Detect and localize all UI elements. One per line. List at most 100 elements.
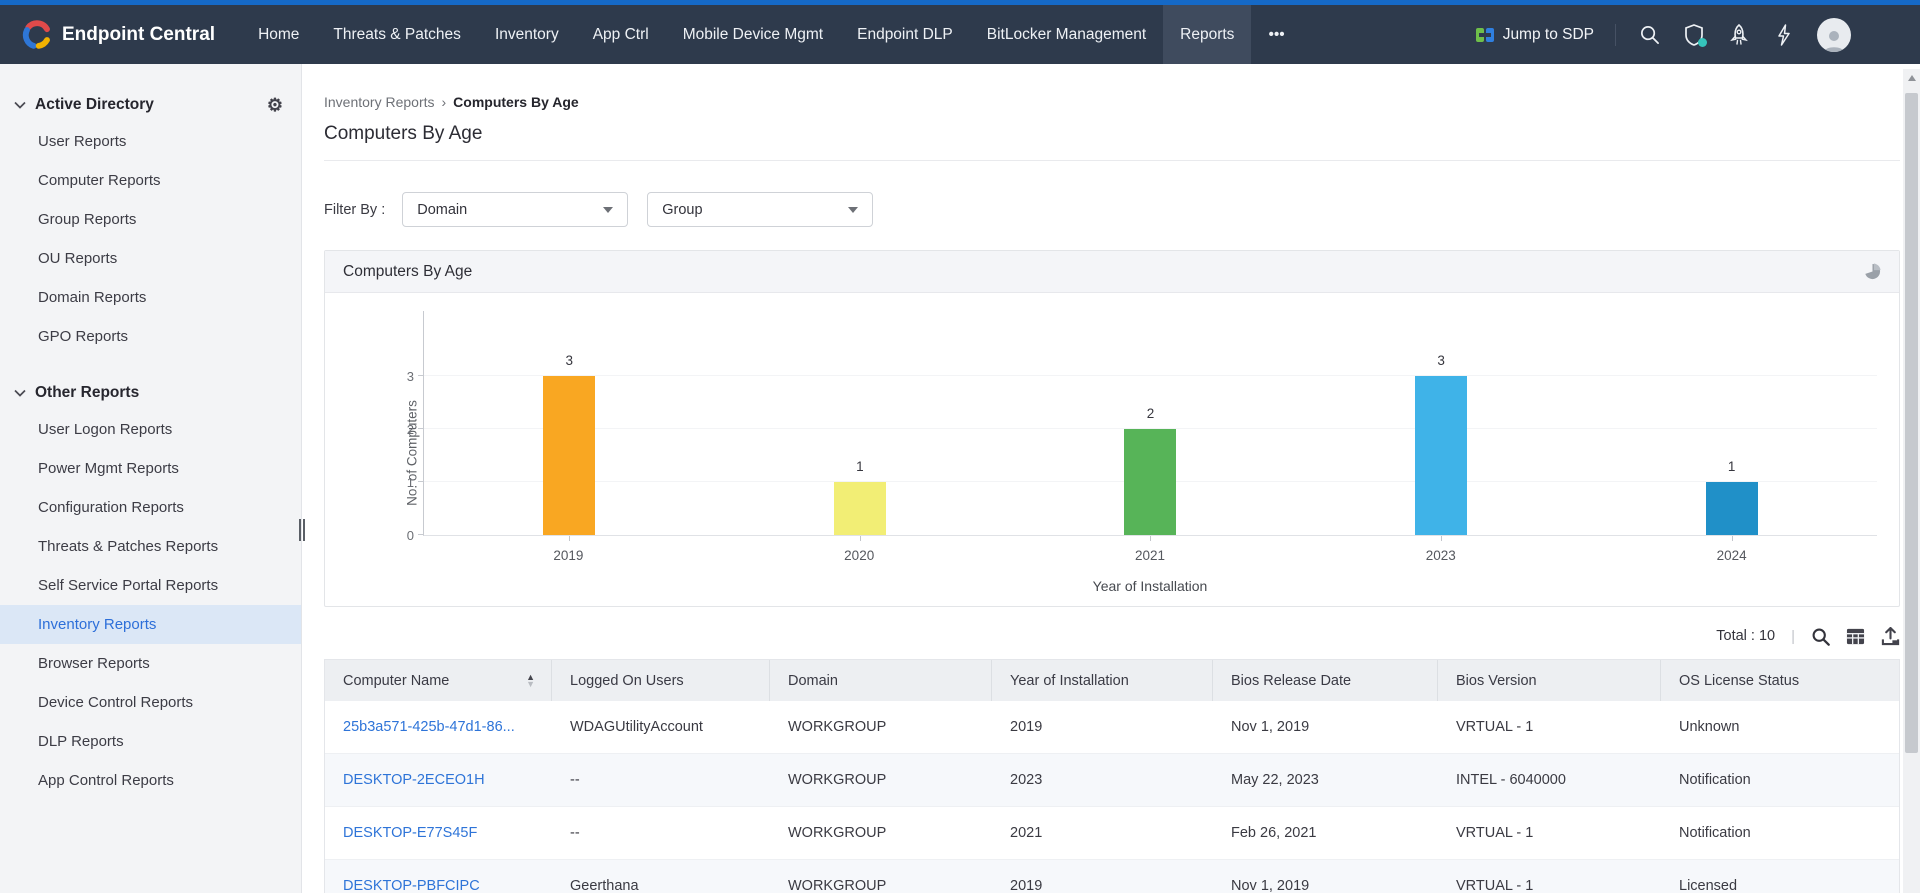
bar-slot-2019: 3 [424,311,715,541]
gridline-3 [424,375,1877,376]
group-filter-dropdown[interactable]: Group [647,192,874,227]
flash-icon[interactable] [1772,23,1796,47]
domain-filter-value: Domain [417,201,468,218]
bar-value-2024: 1 [1727,459,1736,474]
nav-item-threats-patches[interactable]: Threats & Patches [333,25,461,43]
column-header-os-license-status[interactable]: OS License Status [1661,660,1899,701]
sidebar-item-browser-reports[interactable]: Browser Reports [38,655,150,672]
computer-name-link[interactable]: 25b3a571-425b-47d1-86... [343,719,515,735]
column-header-label: Year of Installation [1010,672,1129,689]
table-row: 25b3a571-425b-47d1-86... WDAGUtilityAccou… [325,701,1899,754]
table-cell: WORKGROUP [788,825,887,841]
sidebar-nav: Active Directory ⚙ User Reports Computer Re… [0,88,301,800]
sidebar-item-gpo-reports[interactable]: GPO Reports [38,328,129,345]
sidebar-item-user-logon-reports[interactable]: User Logon Reports [38,421,173,438]
column-header-bios-version[interactable]: Bios Version [1438,660,1661,701]
avatar[interactable] [1817,17,1851,52]
nav-item-mobile-device-mgmt[interactable]: Mobile Device Mgmt [682,25,824,43]
nav-item-inventory[interactable]: Inventory [494,25,559,43]
y-tick-label-2: 2 [406,422,414,437]
gear-icon[interactable]: ⚙ [266,95,283,115]
sidebar-item-self-service-portal-reports[interactable]: Self Service Portal Reports [38,577,219,594]
shield-icon[interactable] [1682,23,1707,47]
table-cell: WORKGROUP [788,878,887,893]
top-accent-strip [0,0,1920,5]
sidebar-item-group-reports[interactable]: Group Reports [38,211,137,228]
chart-plot: 0 1 2 3 3 1 2 3 1 [407,311,1877,543]
table-cell: VRTUAL - 1 [1456,878,1534,893]
bar-value-2019: 3 [565,353,574,368]
table-cell: 2019 [1010,719,1043,735]
sort-arrows-icon[interactable]: ▲ ▼ [526,671,535,689]
rocket-icon[interactable] [1727,23,1751,47]
computer-name-link[interactable]: DESKTOP-PBFCIPC [343,878,480,893]
chevron-down-icon [14,389,26,397]
column-header-bios-release-date[interactable]: Bios Release Date [1213,660,1438,701]
table-cell: Geerthana [570,878,639,893]
sidebar-item-threats-patches-reports[interactable]: Threats & Patches Reports [38,538,219,555]
table-cell: Notification [1679,825,1751,841]
column-chooser-icon[interactable] [1846,627,1865,646]
bar-2023[interactable] [1415,376,1468,535]
bar-2021[interactable] [1124,429,1177,535]
breadcrumb-inventory-reports[interactable]: Inventory Reports [324,94,435,110]
apps-grid-icon[interactable] [1872,23,1896,47]
column-header-domain[interactable]: Domain [770,660,992,701]
nav-item-reports[interactable]: Reports [1163,5,1252,64]
table-body: 25b3a571-425b-47d1-86... WDAGUtilityAccou… [325,701,1899,893]
sidebar-item-device-control-reports[interactable]: Device Control Reports [38,694,194,711]
sidebar-item-ou-reports[interactable]: OU Reports [38,250,118,267]
table-cell: WORKGROUP [788,719,887,735]
table-header-row: Computer Name ▲ ▼ Logged On Users Domain Year… [325,660,1899,701]
scrollbar-up-arrow-icon[interactable] [1903,69,1920,86]
nav-item-more[interactable]: ••• [1268,25,1285,43]
jump-to-sdp-label: Jump to SDP [1502,25,1594,43]
vertical-scrollbar[interactable] [1903,69,1920,893]
domain-filter-dropdown[interactable]: Domain [402,192,629,227]
bar-slot-2024: 1 [1586,311,1877,541]
bar-2024[interactable] [1705,482,1758,535]
sidebar-item-domain-reports[interactable]: Domain Reports [38,289,147,306]
table-cell: Unknown [1679,719,1740,735]
bar-value-2023: 3 [1437,353,1445,368]
sidebar-item-configuration-reports[interactable]: Configuration Reports [38,499,184,516]
main-content: Inventory Reports › Computers By Age Com… [302,64,1920,893]
column-header-computer-name[interactable]: Computer Name ▲ ▼ [325,660,552,701]
sidebar-item-computer-reports[interactable]: Computer Reports [38,172,161,189]
nav-item-bitlocker-management[interactable]: BitLocker Management [986,25,1147,43]
table-row: DESKTOP-E77S45F -- WORKGROUP 2021 Feb 26, 20… [325,807,1899,860]
y-tick-mark-3 [418,375,424,376]
sidebar-section-title: Active Directory [35,96,154,113]
scrollbar-thumb[interactable] [1905,93,1918,753]
bar-slot-2020: 1 [715,311,1006,541]
pie-chart-icon[interactable] [1864,263,1881,280]
bar-value-2021: 2 [1146,406,1155,421]
jump-to-sdp-button[interactable]: Jump to SDP [1475,25,1594,45]
sidebar-section-active-directory[interactable]: Active Directory ⚙ [0,88,301,122]
export-icon[interactable] [1881,626,1900,646]
sidebar-item-power-mgmt-reports[interactable]: Power Mgmt Reports [38,460,179,477]
y-tick-mark-0 [418,534,424,535]
column-header-year-of-installation[interactable]: Year of Installation [992,660,1213,701]
brand[interactable]: Endpoint Central [0,5,241,64]
sidebar-item-inventory-reports[interactable]: Inventory Reports [0,605,301,644]
computer-name-link[interactable]: DESKTOP-E77S45F [343,825,478,841]
nav-item-app-ctrl[interactable]: App Ctrl [592,25,649,43]
sidebar-item-dlp-reports[interactable]: DLP Reports [38,733,124,750]
sidebar-item-user-reports[interactable]: User Reports [38,133,127,150]
sidebar-item-app-control-reports[interactable]: App Control Reports [38,772,174,789]
table-search-icon[interactable] [1811,627,1830,646]
bar-2019[interactable] [543,376,596,535]
search-icon[interactable] [1637,23,1661,47]
sidebar-resize-handle[interactable] [297,515,306,545]
computer-name-link[interactable]: DESKTOP-2ECEO1H [343,772,485,788]
table-cell: WORKGROUP [788,772,887,788]
bar-2020[interactable] [833,482,886,535]
nav-item-home[interactable]: Home [258,25,300,43]
sidebar-section-other-reports[interactable]: Other Reports [0,376,301,410]
y-tick-mark-1 [418,481,424,482]
table-cell: INTEL - 6040000 [1456,772,1566,788]
table-row: DESKTOP-PBFCIPC Geerthana WORKGROUP 2019 Nov… [325,860,1899,893]
column-header-logged-on-users[interactable]: Logged On Users [552,660,770,701]
nav-item-endpoint-dlp[interactable]: Endpoint DLP [857,25,953,43]
